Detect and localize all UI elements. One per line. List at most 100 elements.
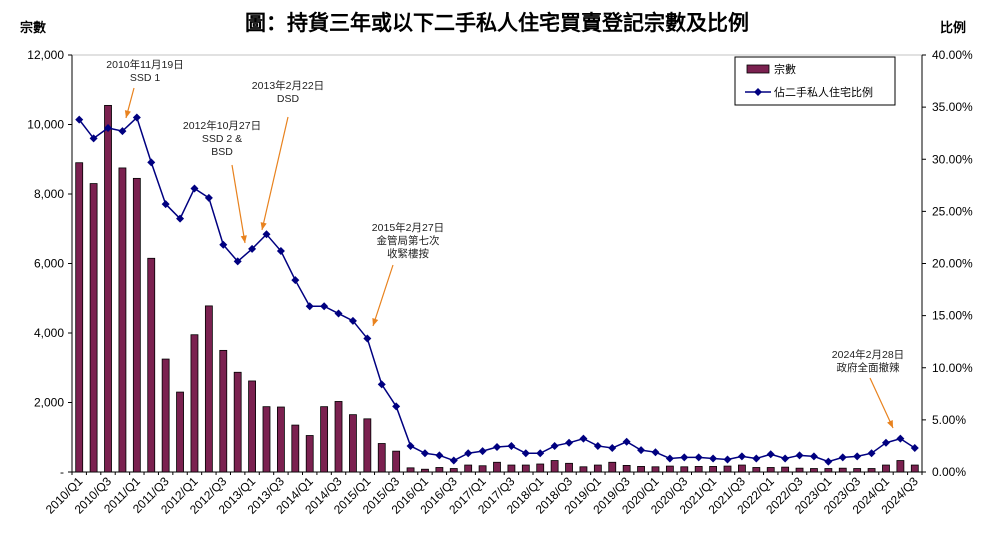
arrowhead-icon xyxy=(887,420,893,428)
ratio-point xyxy=(449,456,458,465)
bar xyxy=(651,466,660,473)
bar xyxy=(276,406,285,473)
annotation-text: 政府全面撤辣 xyxy=(837,361,900,374)
bar xyxy=(579,466,588,473)
annotation-arrow xyxy=(869,377,894,429)
ratio-point xyxy=(637,446,646,455)
bar xyxy=(536,463,545,473)
ratio-point xyxy=(579,434,588,443)
annotation-text: DSD xyxy=(277,93,300,105)
ratio-point xyxy=(435,451,444,460)
arrowhead-icon xyxy=(124,110,131,118)
ratio-point xyxy=(781,454,790,463)
bar xyxy=(89,183,98,473)
ratio-point xyxy=(161,200,170,209)
bar xyxy=(867,468,876,473)
bar xyxy=(766,467,775,473)
ratio-point xyxy=(75,115,84,124)
bar xyxy=(449,468,458,473)
ratio-point xyxy=(262,230,271,239)
ratio-point xyxy=(809,452,818,461)
bar xyxy=(262,406,271,473)
bar xyxy=(565,462,573,473)
ratio-point xyxy=(709,454,718,463)
bar xyxy=(550,460,559,473)
bar xyxy=(233,371,242,473)
bar xyxy=(305,435,314,473)
bar xyxy=(853,468,862,473)
ratio-point xyxy=(478,447,487,456)
ratio-point xyxy=(867,449,876,458)
bar xyxy=(118,167,127,473)
annotation-text: BSD xyxy=(211,146,233,158)
annotation-text: 金管局第七次 xyxy=(377,234,440,247)
ratio-point xyxy=(420,449,429,458)
bar xyxy=(421,468,429,473)
ratio-point xyxy=(766,450,775,459)
bar xyxy=(680,466,689,473)
ratio-point xyxy=(853,452,862,461)
left-tick-label: 8,000 xyxy=(34,187,64,201)
annotation-text: 2010年11月19日 xyxy=(106,58,183,71)
legend-line-marker xyxy=(754,88,762,96)
bar xyxy=(910,464,919,473)
bar xyxy=(521,464,530,473)
right-tick-label: 20.00% xyxy=(932,257,973,271)
right-tick-label: 15.00% xyxy=(932,309,973,323)
ratio-point xyxy=(176,214,185,223)
bar xyxy=(882,464,890,473)
bar xyxy=(349,414,357,473)
bar xyxy=(377,443,386,473)
bar xyxy=(795,467,804,473)
ratio-point xyxy=(896,434,905,443)
ratio-point xyxy=(622,437,631,446)
ratio-point xyxy=(493,442,501,451)
ratio-point xyxy=(824,457,833,466)
bar xyxy=(896,460,905,473)
bar xyxy=(248,380,256,473)
annotation-text: 2012年10月27日 xyxy=(183,119,261,132)
left-tick-label: 6,000 xyxy=(34,257,64,271)
ratio-point xyxy=(694,453,703,462)
ratio-point xyxy=(665,454,674,463)
right-tick-label: 30.00% xyxy=(932,152,973,166)
ratio-point xyxy=(550,441,559,450)
ratio-point xyxy=(291,276,300,285)
ratio-point xyxy=(219,240,228,249)
ratio-point xyxy=(190,184,199,193)
annotation-text: 2015年2月27日 xyxy=(372,221,444,234)
ratio-point xyxy=(305,302,314,311)
ratio-point xyxy=(104,123,113,132)
right-tick-label: 25.00% xyxy=(932,204,973,218)
ratio-point xyxy=(723,455,732,464)
bar xyxy=(363,418,372,473)
legend-bar-label: 宗數 xyxy=(774,62,796,76)
ratio-point xyxy=(248,244,257,253)
right-tick-label: 5.00% xyxy=(932,413,966,427)
right-tick-label: 35.00% xyxy=(932,100,973,114)
bar xyxy=(622,464,631,473)
ratio-point xyxy=(132,113,141,122)
bar xyxy=(593,464,602,473)
right-axis-label: 比例 xyxy=(940,20,966,35)
ratio-point xyxy=(392,402,401,411)
bar xyxy=(507,464,516,473)
left-tick-label: 10,000 xyxy=(27,118,64,132)
annotation-text: 2013年2月22日 xyxy=(252,79,324,92)
arrowhead-icon xyxy=(260,222,267,230)
bar xyxy=(637,466,645,473)
ratio-point xyxy=(521,449,530,458)
left-axis-label: 宗數 xyxy=(20,20,46,35)
ratio-point xyxy=(565,438,574,447)
ratio-point xyxy=(118,127,127,136)
bar xyxy=(75,162,84,473)
ratio-point xyxy=(147,158,156,167)
bar xyxy=(738,464,746,473)
bar xyxy=(781,466,790,473)
ratio-point xyxy=(348,316,357,325)
bar xyxy=(406,467,415,473)
bar xyxy=(694,466,703,473)
bar xyxy=(810,468,818,473)
ratio-point xyxy=(507,441,516,450)
